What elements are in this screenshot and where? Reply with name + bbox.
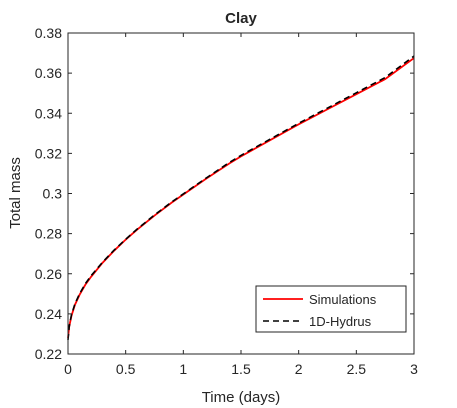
x-tick-label: 3 [410, 361, 418, 377]
x-axis: 0 0.5 1 1.5 2 2.5 3 [64, 33, 418, 377]
y-tick-label: 0.32 [35, 145, 62, 161]
series-layer [67, 55, 415, 341]
x-tick-label: 0 [64, 361, 72, 377]
legend: Simulations 1D-Hydrus [255, 285, 407, 333]
y-tick-label: 0.38 [35, 25, 62, 41]
legend-label: 1D-Hydrus [309, 314, 372, 329]
y-axis-label: Total mass [7, 157, 24, 229]
y-tick-label: 0.24 [35, 306, 62, 322]
legend-label: Simulations [309, 292, 377, 307]
y-tick-label: 0.34 [35, 105, 62, 121]
x-tick-label: 2.5 [347, 361, 367, 377]
y-tick-label: 0.36 [35, 65, 62, 81]
y-tick-label: 0.28 [35, 226, 62, 242]
x-tick-label: 2 [295, 361, 303, 377]
legend-box [255, 285, 407, 333]
y-tick-label: 0.26 [35, 266, 62, 282]
chart-title: Clay [225, 10, 257, 27]
x-axis-label: Time (days) [202, 389, 281, 406]
y-axis: 0.22 0.24 0.26 0.28 0.3 0.32 0.34 0.36 0.38 [35, 25, 414, 362]
series-line-1d-hydrus [67, 55, 415, 341]
y-tick-label: 0.22 [35, 346, 62, 362]
y-tick-label: 0.3 [43, 186, 63, 202]
x-tick-label: 0.5 [116, 361, 136, 377]
x-tick-label: 1 [179, 361, 187, 377]
x-tick-label: 1.5 [231, 361, 251, 377]
